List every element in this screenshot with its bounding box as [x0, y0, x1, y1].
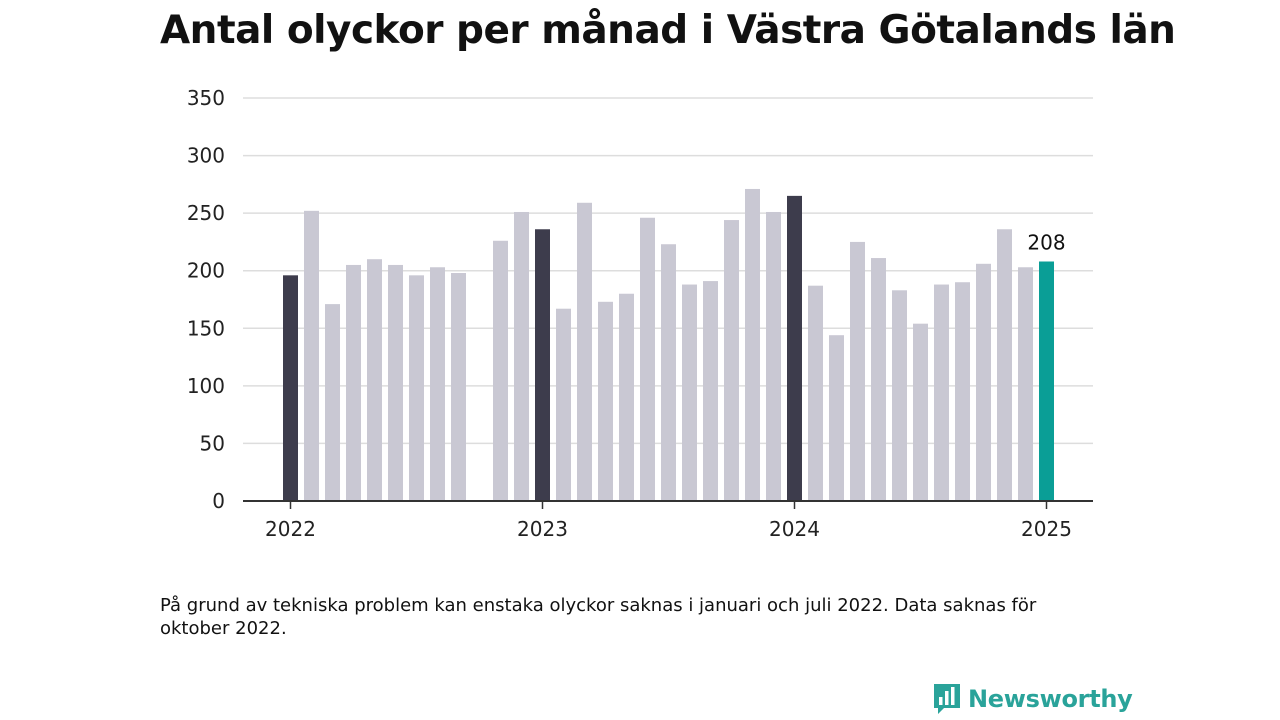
bar: [976, 263, 991, 501]
bar: [892, 290, 907, 501]
bar: [535, 229, 550, 501]
bar: [1018, 267, 1033, 501]
x-tick-label: 2022: [265, 517, 316, 541]
y-tick-label: 0: [212, 489, 225, 513]
bar: [955, 282, 970, 501]
bar: [724, 220, 739, 501]
x-tick-label: 2025: [1021, 517, 1072, 541]
bar: [682, 284, 697, 501]
bar: [871, 258, 886, 501]
y-axis-tick-labels: 0 50 100 150 200 250 300 350: [187, 86, 225, 513]
x-axis-ticks: 2022 2023 2024 2025: [265, 501, 1072, 541]
bar: [325, 304, 340, 501]
y-tick-label: 200: [187, 259, 225, 283]
bar: [997, 229, 1012, 501]
bar: [640, 217, 655, 501]
footnote: På grund av tekniska problem kan enstaka…: [160, 595, 1037, 639]
bar: [808, 285, 823, 501]
bars: [283, 188, 1054, 501]
bar: [346, 264, 361, 501]
brand: Newsworthy: [932, 682, 1133, 716]
bar: [409, 275, 424, 501]
bar: [850, 241, 865, 501]
bar: [451, 273, 466, 501]
chart-title: Antal olyckor per månad i Västra Götalan…: [160, 8, 1176, 53]
bar: [703, 281, 718, 501]
bar: [598, 301, 613, 501]
y-tick-label: 150: [187, 316, 225, 340]
bar: [556, 308, 571, 501]
x-tick-label: 2023: [517, 517, 568, 541]
y-tick-label: 300: [187, 144, 225, 168]
newsworthy-logo-icon: [934, 684, 960, 714]
bar-chart: 0 50 100 150 200 250 300 350 2022 2023 2024 2025 2…: [187, 86, 1093, 541]
bar: [283, 275, 298, 501]
bar: [934, 284, 949, 501]
data-labels: 208: [1027, 231, 1065, 255]
data-label-latest: 208: [1027, 231, 1065, 255]
bar: [913, 323, 928, 501]
bar: [514, 211, 529, 501]
bar: [430, 267, 445, 501]
bar: [304, 210, 319, 501]
x-tick-label: 2024: [769, 517, 820, 541]
bar: [766, 211, 781, 501]
bar: [388, 264, 403, 501]
y-tick-label: 100: [187, 374, 225, 398]
bar: [619, 293, 634, 501]
bar: [745, 188, 760, 501]
bar: [493, 240, 508, 501]
bar: [661, 244, 676, 501]
bar: [367, 259, 382, 501]
bar: [787, 195, 802, 501]
bar: [1039, 261, 1054, 501]
y-tick-label: 50: [200, 431, 225, 455]
y-tick-label: 350: [187, 86, 225, 110]
bar: [577, 202, 592, 501]
bar: [829, 335, 844, 501]
brand-name: Newsworthy: [968, 685, 1133, 713]
y-tick-label: 250: [187, 201, 225, 225]
